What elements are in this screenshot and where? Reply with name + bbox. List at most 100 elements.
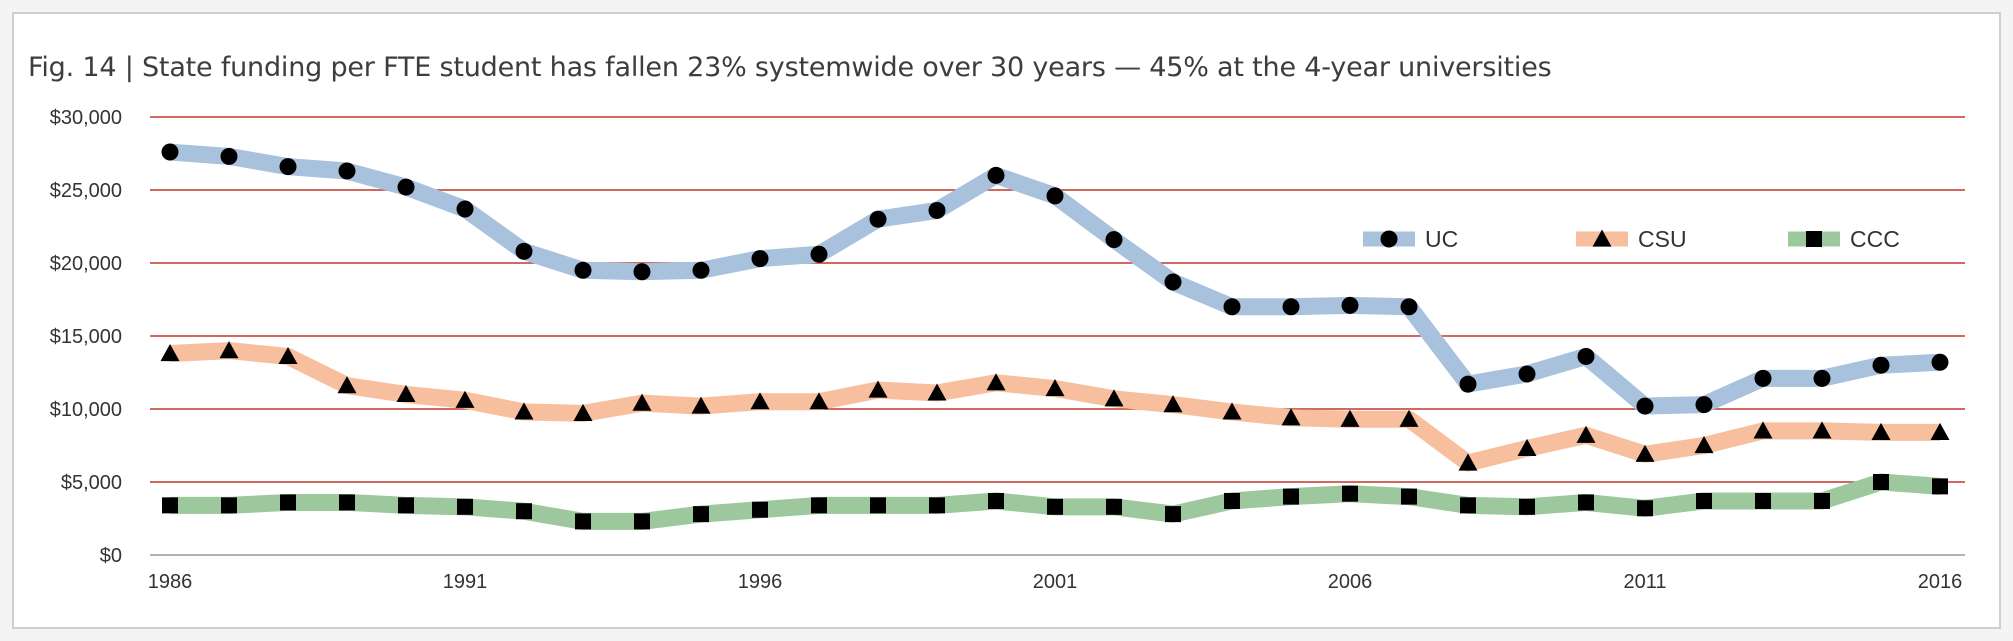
y-tick-label: $15,000 bbox=[50, 326, 122, 348]
data-point-ccc bbox=[752, 501, 768, 518]
data-point-uc bbox=[1577, 347, 1595, 365]
data-point-csu bbox=[632, 393, 652, 411]
data-point-ccc bbox=[1932, 478, 1948, 495]
data-point-ccc bbox=[280, 494, 296, 511]
data-point-uc bbox=[1813, 369, 1831, 387]
data-point-csu bbox=[1517, 438, 1537, 457]
data-point-uc bbox=[869, 210, 887, 228]
data-point-ccc bbox=[634, 513, 650, 530]
data-point-csu bbox=[1281, 408, 1301, 426]
data-point-ccc bbox=[1755, 492, 1771, 509]
data-point-csu bbox=[986, 373, 1006, 391]
data-point-uc bbox=[515, 242, 533, 260]
data-point-csu bbox=[1222, 402, 1242, 420]
data-point-uc bbox=[692, 261, 710, 279]
data-point-uc bbox=[1046, 187, 1064, 205]
data-point-uc bbox=[1400, 298, 1418, 316]
data-point-ccc bbox=[929, 497, 945, 514]
data-point-ccc bbox=[988, 492, 1004, 509]
data-point-ccc bbox=[1342, 485, 1358, 502]
data-point-csu bbox=[1753, 421, 1773, 439]
data-point-ccc bbox=[1106, 498, 1122, 515]
data-point-csu bbox=[809, 392, 829, 410]
data-point-uc bbox=[1636, 397, 1654, 415]
y-tick-label: $20,000 bbox=[50, 253, 122, 275]
y-tick-label: $0 bbox=[100, 545, 122, 567]
data-point-csu bbox=[691, 396, 711, 414]
data-point-ccc bbox=[1224, 492, 1240, 509]
data-point-csu bbox=[868, 380, 888, 398]
data-point-uc bbox=[1695, 396, 1713, 414]
data-point-ccc bbox=[516, 503, 532, 520]
data-point-uc bbox=[1518, 365, 1536, 383]
data-point-csu bbox=[455, 390, 475, 408]
data-point-csu bbox=[750, 392, 770, 410]
x-tick-label: 1986 bbox=[148, 571, 193, 593]
data-point-ccc bbox=[339, 494, 355, 511]
y-tick-label: $10,000 bbox=[50, 399, 122, 421]
legend-marker-csu bbox=[1592, 229, 1612, 247]
data-point-uc bbox=[1282, 298, 1300, 316]
data-point-ccc bbox=[1165, 506, 1181, 523]
data-point-ccc bbox=[1873, 474, 1889, 490]
y-tick-label: $25,000 bbox=[50, 180, 122, 202]
y-tick-label: $30,000 bbox=[50, 107, 122, 129]
x-tick-label: 1996 bbox=[738, 571, 783, 593]
data-point-ccc bbox=[457, 498, 473, 515]
x-tick-label: 2006 bbox=[1328, 571, 1373, 593]
data-point-uc bbox=[987, 166, 1005, 184]
data-point-ccc bbox=[1578, 494, 1594, 511]
data-point-uc bbox=[751, 250, 769, 268]
data-point-ccc bbox=[162, 497, 178, 514]
data-point-csu bbox=[1104, 389, 1124, 407]
y-tick-label: $5,000 bbox=[61, 472, 122, 494]
legend-marker-uc bbox=[1380, 230, 1398, 248]
data-point-csu bbox=[1694, 436, 1714, 454]
data-point-uc bbox=[1223, 298, 1241, 316]
data-point-uc bbox=[633, 263, 651, 281]
data-point-csu bbox=[1045, 379, 1065, 397]
data-point-uc bbox=[456, 200, 474, 218]
legend-label-uc: UC bbox=[1425, 226, 1458, 252]
data-point-csu bbox=[337, 376, 357, 394]
x-tick-label: 1991 bbox=[443, 571, 488, 593]
data-point-uc bbox=[338, 162, 356, 180]
legend-marker-ccc bbox=[1806, 231, 1822, 247]
data-point-uc bbox=[1931, 353, 1949, 371]
data-point-csu bbox=[160, 344, 180, 362]
data-point-ccc bbox=[221, 497, 237, 514]
data-point-ccc bbox=[1637, 500, 1653, 517]
data-point-ccc bbox=[398, 497, 414, 514]
x-tick-label: 2016 bbox=[1918, 571, 1963, 593]
data-point-uc bbox=[574, 261, 592, 279]
data-point-csu bbox=[278, 346, 298, 365]
data-point-csu bbox=[1635, 444, 1655, 462]
data-point-uc bbox=[220, 147, 238, 165]
data-point-uc bbox=[928, 201, 946, 219]
data-point-ccc bbox=[1401, 488, 1417, 505]
data-point-uc bbox=[810, 245, 828, 263]
data-point-csu bbox=[1576, 425, 1596, 443]
data-point-ccc bbox=[1460, 497, 1476, 514]
data-point-csu bbox=[573, 403, 593, 421]
data-point-uc bbox=[1105, 231, 1123, 249]
legend-label-csu: CSU bbox=[1638, 226, 1687, 252]
data-point-uc bbox=[1872, 356, 1890, 374]
legend-label-ccc: CCC bbox=[1850, 226, 1900, 252]
data-point-uc bbox=[1341, 296, 1359, 314]
data-point-ccc bbox=[1047, 498, 1063, 515]
data-point-ccc bbox=[1696, 492, 1712, 509]
data-point-csu bbox=[1163, 395, 1183, 413]
data-point-csu bbox=[396, 384, 416, 402]
x-tick-label: 2011 bbox=[1623, 571, 1666, 593]
data-point-uc bbox=[1164, 273, 1182, 291]
data-point-ccc bbox=[1283, 488, 1299, 505]
chart-title: Fig. 14 | State funding per FTE student … bbox=[28, 52, 1552, 83]
x-tick-label: 2001 bbox=[1033, 571, 1078, 593]
data-point-uc bbox=[397, 178, 415, 196]
data-point-uc bbox=[161, 143, 179, 161]
data-point-csu bbox=[219, 341, 239, 359]
chart-card bbox=[12, 12, 2001, 629]
data-point-ccc bbox=[1519, 498, 1535, 515]
